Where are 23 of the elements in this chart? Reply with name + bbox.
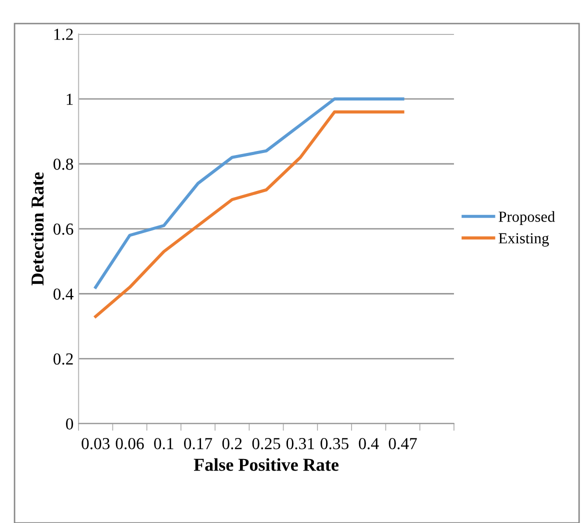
y-tick-label: 0.6	[54, 224, 74, 235]
x-tick-label: 0.2	[222, 438, 242, 450]
y-tick-label: 0	[66, 418, 74, 430]
y-tick-label: 1	[66, 94, 73, 105]
x-tick-label: 0.1	[154, 438, 174, 450]
y-tick-label: 0.8	[54, 158, 74, 170]
x-tick-label: 0.35	[320, 438, 348, 450]
y-tick-label: 0.4	[54, 288, 74, 300]
line-series	[94, 110, 404, 318]
x-tick-label: 0.31	[286, 438, 314, 450]
legend-label: Proposed	[498, 211, 555, 225]
x-tick-label: 0.25	[252, 438, 280, 450]
y-tick-label: 0.2	[54, 353, 73, 365]
y-axis-title: Detection Rate	[30, 172, 44, 286]
y-tick-label: 1.2	[54, 28, 73, 40]
legend-label: Existing	[498, 233, 549, 247]
x-tick-label: 0.4	[358, 438, 379, 450]
x-tick-label: 0.17	[184, 438, 212, 450]
x-tick-label: 0.06	[116, 438, 144, 450]
x-tick-label: 0.47	[388, 438, 417, 450]
x-tick-label: 0.03	[82, 438, 110, 450]
line-series	[94, 97, 404, 289]
x-axis-title: False Positive Rate	[194, 458, 338, 471]
